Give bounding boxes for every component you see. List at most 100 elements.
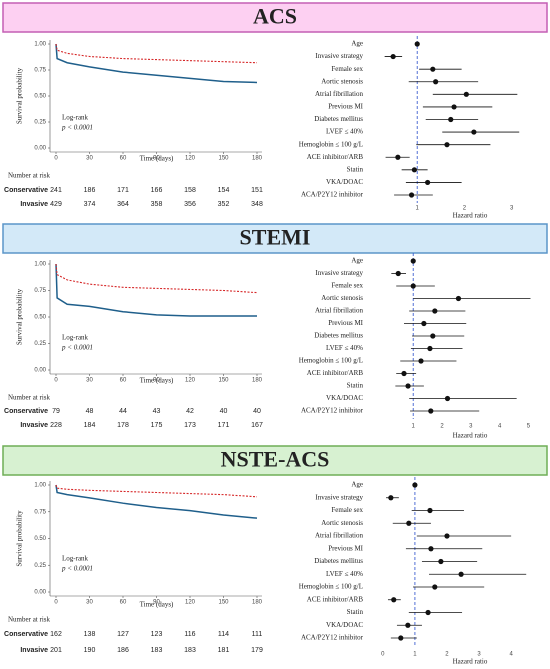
risk-table-title: Number at risk bbox=[8, 616, 50, 624]
hazard-point bbox=[421, 320, 427, 327]
hazard-point bbox=[471, 129, 477, 135]
variable-label: Invasive strategy bbox=[315, 269, 363, 277]
variable-label: Hemoglobin ≤ 100 g/L bbox=[299, 140, 363, 148]
risk-table-title: Number at risk bbox=[8, 172, 50, 180]
x-tick-label: 60 bbox=[120, 156, 127, 162]
variable-label: VKA/DOAC bbox=[326, 621, 363, 629]
variable-label: LVEF ≤ 40% bbox=[326, 570, 363, 578]
risk-row-label: Invasive bbox=[20, 647, 48, 654]
x-tick-label: 30 bbox=[86, 378, 93, 384]
y-tick-label: 0.25 bbox=[34, 341, 46, 347]
y-tick-label: 0.75 bbox=[34, 509, 46, 515]
x-tick-label: 5 bbox=[527, 424, 531, 430]
hazard-point bbox=[390, 53, 396, 60]
risk-count: 79 bbox=[52, 408, 60, 415]
hazard-point bbox=[433, 79, 439, 85]
y-tick-label: 1.00 bbox=[34, 262, 46, 268]
variable-label: Age bbox=[351, 40, 363, 48]
y-tick-label: 0.00 bbox=[34, 146, 46, 152]
hazard-point bbox=[427, 345, 433, 352]
x-tick-label: 0 bbox=[54, 378, 58, 384]
x-axis-label: Hazard ratio bbox=[453, 212, 488, 220]
risk-count: 181 bbox=[218, 647, 230, 654]
x-tick-label: 60 bbox=[120, 600, 127, 606]
risk-row-label: Invasive bbox=[20, 422, 48, 429]
variable-label: Age bbox=[351, 257, 363, 265]
risk-row-label: Conservative bbox=[4, 408, 48, 415]
panel-title: ACS bbox=[253, 4, 297, 29]
variable-label: ACE inhibitor/ARB bbox=[307, 369, 364, 377]
hazard-point bbox=[430, 66, 436, 72]
variable-label: Aortic stenosis bbox=[321, 294, 363, 302]
survival-curve bbox=[55, 263, 258, 294]
risk-count: 228 bbox=[50, 422, 62, 429]
variable-label: Diabetes mellitus bbox=[314, 557, 363, 565]
y-tick-label: 1.00 bbox=[34, 483, 46, 489]
x-tick-label: 150 bbox=[218, 600, 229, 606]
risk-count: 158 bbox=[184, 187, 196, 194]
risk-count: 374 bbox=[84, 201, 96, 208]
hazard-point bbox=[425, 609, 431, 616]
annotation: Log-rank bbox=[62, 114, 89, 122]
y-axis-label: Survival probability bbox=[16, 288, 24, 345]
variable-label: Aortic stenosis bbox=[321, 519, 363, 527]
x-tick-label: 180 bbox=[252, 378, 263, 384]
risk-count: 154 bbox=[218, 187, 230, 194]
x-tick-label: 30 bbox=[86, 156, 93, 162]
x-tick-label: 120 bbox=[185, 156, 196, 162]
x-axis-label: Time (days) bbox=[140, 601, 174, 609]
hazard-point bbox=[411, 167, 417, 173]
x-axis-label: Time (days) bbox=[140, 377, 174, 385]
x-tick-label: 4 bbox=[498, 424, 502, 430]
hazard-point bbox=[438, 558, 444, 565]
hazard-point bbox=[444, 395, 451, 402]
variable-label: Invasive strategy bbox=[315, 52, 363, 60]
x-tick-label: 1 bbox=[413, 652, 417, 658]
variable-label: Statin bbox=[347, 165, 364, 173]
hazard-point bbox=[401, 370, 407, 377]
variable-label: Statin bbox=[347, 382, 364, 390]
risk-count: 184 bbox=[84, 422, 96, 429]
hazard-point bbox=[410, 283, 416, 289]
hazard-point bbox=[398, 635, 404, 641]
annotation: p < 0.0001 bbox=[61, 344, 93, 352]
hazard-point bbox=[405, 383, 411, 389]
x-tick-label: 180 bbox=[252, 600, 263, 606]
risk-count: 364 bbox=[117, 201, 129, 208]
x-tick-label: 90 bbox=[153, 156, 160, 162]
risk-count: 186 bbox=[117, 647, 129, 654]
hazard-point bbox=[410, 258, 416, 264]
hazard-point bbox=[458, 571, 464, 577]
x-tick-label: 0 bbox=[54, 600, 58, 606]
hazard-point bbox=[432, 308, 438, 314]
risk-count: 111 bbox=[252, 631, 263, 638]
variable-label: LVEF ≤ 40% bbox=[326, 344, 363, 352]
variable-label: VKA/DOAC bbox=[326, 178, 363, 186]
risk-count: 40 bbox=[253, 408, 261, 415]
risk-count: 138 bbox=[84, 631, 96, 638]
risk-count: 127 bbox=[117, 631, 129, 638]
risk-count: 114 bbox=[218, 631, 229, 638]
hazard-point bbox=[391, 597, 397, 603]
variable-label: ACE inhibitor/ARB bbox=[307, 595, 364, 603]
y-tick-label: 0.50 bbox=[34, 536, 46, 542]
x-tick-label: 0 bbox=[381, 652, 385, 658]
y-tick-label: 0.00 bbox=[34, 368, 46, 374]
variable-label: Diabetes mellitus bbox=[314, 332, 363, 340]
hazard-point bbox=[388, 495, 394, 501]
risk-count: 183 bbox=[184, 647, 196, 654]
y-tick-label: 0.75 bbox=[34, 288, 46, 294]
variable-label: VKA/DOAC bbox=[326, 394, 363, 402]
variable-label: Statin bbox=[347, 608, 364, 616]
variable-label: ACA/P2Y12 inhibitor bbox=[301, 407, 364, 415]
y-tick-label: 0.00 bbox=[34, 590, 46, 596]
survival-curve bbox=[55, 43, 258, 84]
x-tick-label: 3 bbox=[477, 652, 481, 658]
y-tick-label: 1.00 bbox=[34, 42, 46, 48]
hazard-point bbox=[406, 520, 412, 526]
variable-label: Atrial fibrillation bbox=[315, 532, 364, 540]
variable-label: LVEF ≤ 40% bbox=[326, 128, 363, 136]
variable-label: Female sex bbox=[331, 65, 363, 73]
risk-count: 186 bbox=[84, 187, 96, 194]
